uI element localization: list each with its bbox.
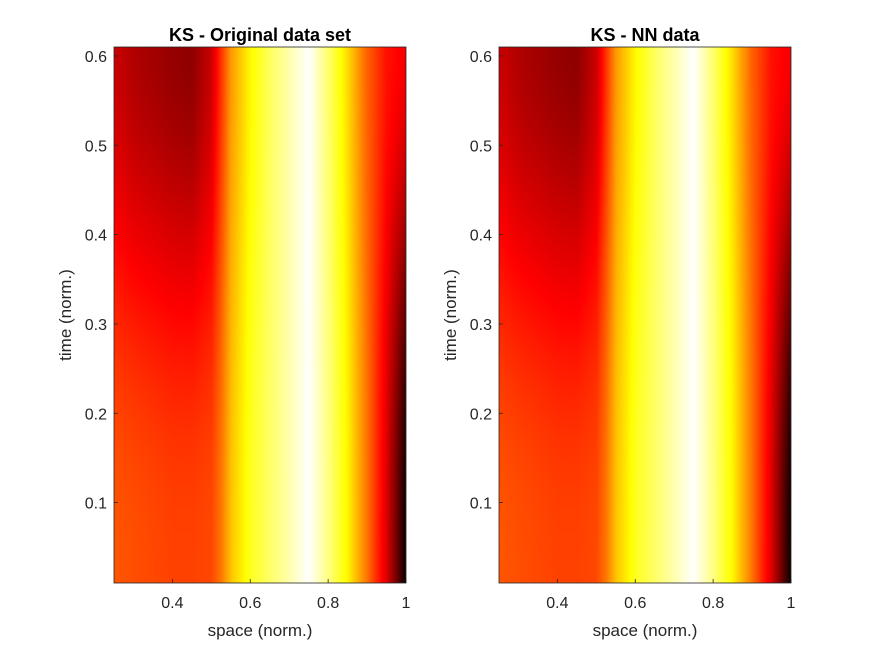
y-tick-label-nn: 0.5 [470,138,492,155]
y-axis-label-nn: time (norm.) [441,269,460,361]
y-tick-label-original: 0.2 [85,406,107,423]
chart-title-nn: KS - NN data [590,25,700,45]
y-tick-label-nn: 0.3 [470,317,492,334]
y-tick-label-nn: 0.2 [470,406,492,423]
axes-frame-nn [498,46,792,584]
chart-title-original: KS - Original data set [169,25,351,45]
y-tick-label-original: 0.6 [85,49,107,66]
y-tick-label-original: 0.3 [85,317,107,334]
x-tick-label-nn: 0.6 [624,595,646,612]
x-tick-label-original: 0.6 [239,595,261,612]
heatmap-image-original [114,47,406,583]
axes-frame-original [113,46,407,584]
y-tick-label-original: 0.4 [85,228,107,245]
y-tick-label-original: 0.1 [85,496,107,513]
heatmap-panel-nn: 0.4 0.6 0.8 1 0.1 0.2 0.3 0.4 0.5 0.6 KS - NN dat… [441,25,796,640]
y-tick-label-nn: 0.6 [470,49,492,66]
x-axis-label-original: space (norm.) [208,621,313,640]
ticks-nn: 0.4 0.6 0.8 1 0.1 0.2 0.3 0.4 0.5 0.6 [470,49,796,612]
heatmap-panel-original: 0.4 0.6 0.8 1 0.1 0.2 0.3 0.4 0.5 0.6 KS - Origin… [56,25,411,640]
y-tick-label-original: 0.5 [85,138,107,155]
ticks-original: 0.4 0.6 0.8 1 0.1 0.2 0.3 0.4 0.5 0.6 [85,49,411,612]
x-tick-label-original: 0.4 [161,595,183,612]
heatmap-image-nn [499,47,791,583]
y-tick-label-nn: 0.1 [470,496,492,513]
x-tick-label-original: 0.8 [317,595,339,612]
x-tick-label-nn: 0.4 [546,595,568,612]
y-axis-label-original: time (norm.) [56,269,75,361]
x-tick-label-nn: 0.8 [702,595,724,612]
x-axis-label-nn: space (norm.) [593,621,698,640]
x-tick-label-nn: 1 [787,595,796,612]
y-tick-label-nn: 0.4 [470,228,492,245]
x-tick-label-original: 1 [402,595,411,612]
